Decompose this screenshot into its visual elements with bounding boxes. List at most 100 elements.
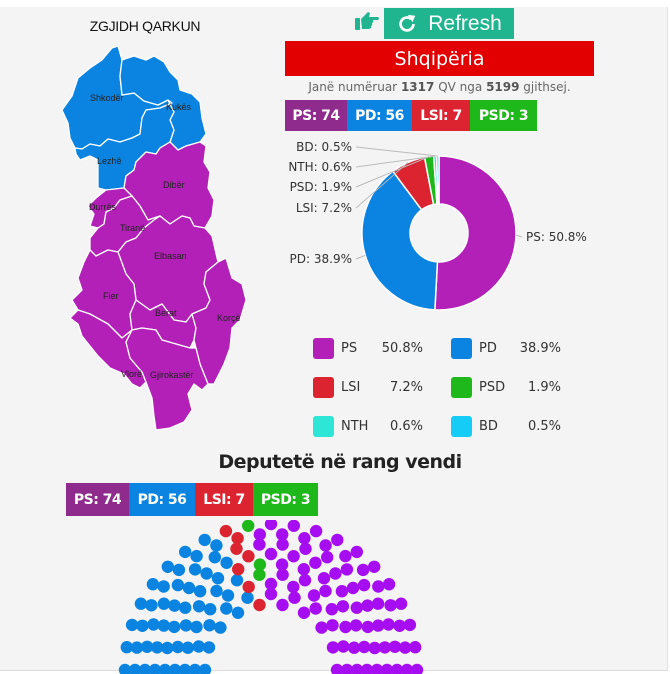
legend-swatch <box>451 338 472 359</box>
seat-ps <box>372 580 385 593</box>
region-gjirokaster[interactable] <box>125 327 209 431</box>
legend-item-ps[interactable]: PS 50.8% <box>313 338 423 359</box>
seat-ps <box>349 619 363 632</box>
seat-ps <box>275 558 289 571</box>
region-vlore[interactable] <box>69 309 147 389</box>
legend-item-lsi[interactable]: LSI 7.2% <box>313 377 423 398</box>
legend-label: PS <box>341 341 358 356</box>
seat-pd <box>198 533 211 547</box>
seat-ps <box>335 585 349 598</box>
seat-pd <box>220 556 233 569</box>
refresh-label: Refresh <box>428 11 502 35</box>
badge-pd: PD: 56 <box>129 483 195 516</box>
badge-lsi: LSI: 7 <box>195 483 253 516</box>
map-title: ZGJIDH QARKUN <box>89 18 201 34</box>
seats-section-title: Deputetë në rang vendi <box>218 451 462 473</box>
label-connector <box>355 146 438 157</box>
seat-pd <box>157 597 171 610</box>
seat-ps <box>350 601 363 614</box>
legend-label: LSI <box>341 380 361 395</box>
counted-mid: QV nga <box>438 80 483 94</box>
seat-pd <box>210 539 223 552</box>
badge-psd: PSD: 3 <box>470 100 537 131</box>
seat-ps <box>360 663 374 674</box>
donut-slice-ps[interactable] <box>434 155 517 311</box>
seat-ps <box>357 578 371 592</box>
seat-psd <box>253 558 267 571</box>
label-connector <box>355 155 436 168</box>
label-shkoder: Shkodër <box>90 93 124 103</box>
seat-ps <box>298 574 312 587</box>
seat-badges-bottom: PS: 74 PD: 56 LSI: 7 PSD: 3 <box>66 483 318 516</box>
legend-percent: 1.9% <box>527 380 561 395</box>
seat-pd <box>211 572 225 585</box>
label-elbasan: Elbasan <box>154 251 187 261</box>
seat-pd <box>171 578 185 592</box>
legend-swatch <box>313 377 334 398</box>
label-gjirokaster: Gjirokastër <box>150 370 194 380</box>
seat-pd <box>147 618 160 631</box>
seat-pd <box>208 551 221 564</box>
seat-ps <box>339 620 352 634</box>
seat-pd <box>188 563 202 576</box>
seat-ps <box>326 641 340 654</box>
badge-lsi: LSI: 7 <box>412 100 470 131</box>
seat-ps <box>329 567 342 580</box>
legend-label: BD <box>479 419 498 434</box>
seat-ps <box>297 606 311 619</box>
seat-ps <box>276 538 289 551</box>
seat-pd <box>204 603 217 616</box>
seat-pd <box>203 619 216 632</box>
refresh-button[interactable]: Refresh <box>384 8 514 39</box>
region-korce[interactable] <box>191 257 247 385</box>
seat-ps <box>264 587 278 601</box>
seat-pd <box>214 621 227 634</box>
seat-ps <box>330 663 344 674</box>
region-lezhe[interactable] <box>74 99 175 191</box>
seat-ps <box>287 580 300 594</box>
seat-lsi <box>230 542 243 555</box>
seat-lsi <box>232 563 245 576</box>
legend-item-nth[interactable]: NTH 0.6% <box>313 416 423 437</box>
seat-ps <box>326 619 339 632</box>
label-kukes: Kukës <box>166 102 192 112</box>
seat-pd <box>148 663 162 674</box>
seat-pd <box>182 581 196 595</box>
seat-ps <box>368 641 381 655</box>
seat-ps <box>390 663 404 674</box>
seat-pd <box>125 618 139 632</box>
seat-ps <box>378 641 391 654</box>
seat-pd <box>179 545 192 559</box>
slice-label-lsi: LSI: 7.2% <box>296 201 352 215</box>
legend-item-psd[interactable]: PSD 1.9% <box>451 377 561 398</box>
legend-swatch <box>451 377 472 398</box>
legend-percent: 0.5% <box>527 419 561 434</box>
seat-ps <box>319 584 332 598</box>
seat-pd <box>188 663 202 674</box>
seat-ps <box>371 597 385 610</box>
seat-pd <box>181 641 195 654</box>
seat-ps <box>297 563 310 576</box>
seat-ps <box>309 524 323 538</box>
label-berat: Berat <box>155 308 177 318</box>
legend-label: PSD <box>479 380 506 395</box>
seat-ps <box>400 663 414 674</box>
slice-label-ps: PS: 50.8% <box>526 230 587 244</box>
seat-ps <box>361 599 374 612</box>
seat-lsi <box>253 598 266 612</box>
seat-pd <box>118 663 132 674</box>
seat-lsi <box>219 524 233 538</box>
seat-ps <box>410 663 424 674</box>
counted-suffix: gjithsej. <box>523 80 571 94</box>
legend-item-bd[interactable]: BD 0.5% <box>451 416 561 437</box>
seat-pd <box>168 620 181 634</box>
seat-pd <box>136 619 149 632</box>
seat-pd <box>151 641 164 654</box>
seat-ps <box>380 663 394 674</box>
counted-stations-text: Janë numëruar 1317 QV nga 5199 gjithsej. <box>285 80 594 94</box>
legend-item-pd[interactable]: PD 38.9% <box>451 338 561 359</box>
seat-ps <box>368 560 381 573</box>
vote-share-donut-chart: PS: 50.8% PD: 38.9% LSI: 7.2% PSD: 1.9% NTH:… <box>288 140 587 311</box>
label-tirane: Tiranë <box>120 223 145 233</box>
label-connector <box>355 162 409 209</box>
